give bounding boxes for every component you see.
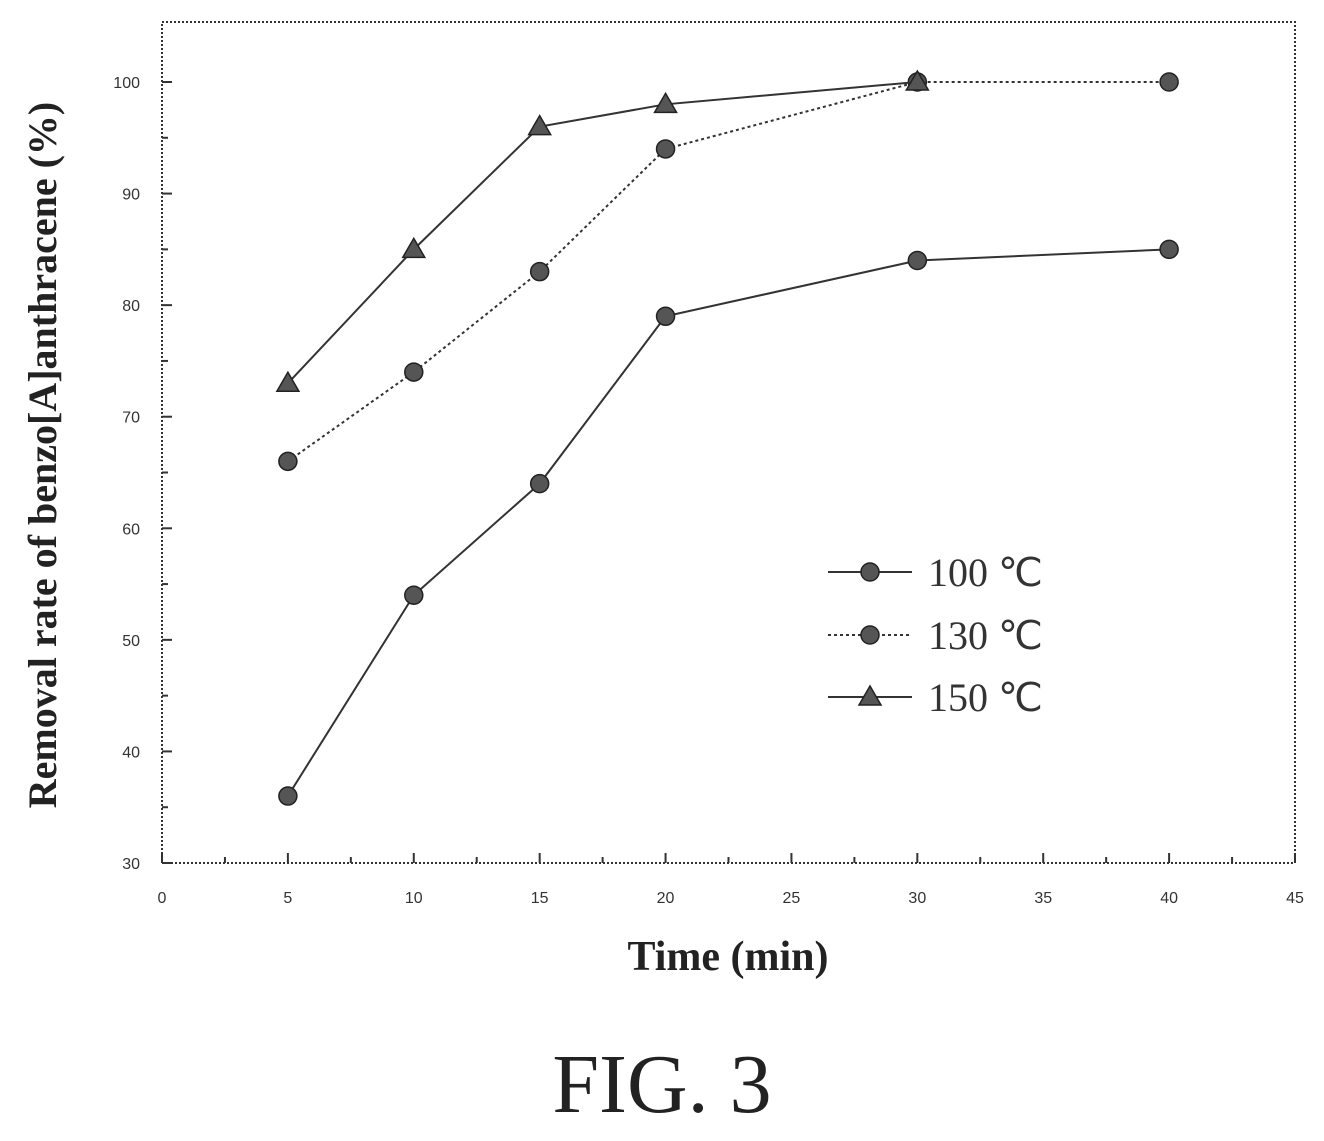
data-point: [275, 370, 301, 392]
data-point: [529, 261, 550, 282]
x-tick-label: 45: [1286, 890, 1304, 907]
x-tick-label: 40: [1160, 890, 1178, 907]
series-2: [278, 72, 1179, 472]
x-tick-label: 0: [158, 890, 167, 907]
data-point: [278, 786, 298, 806]
series-line: [287, 81, 1170, 463]
figure-caption: FIG. 3: [552, 1038, 771, 1131]
data-point: [278, 451, 298, 472]
y-axis-title: Removal rate of benzo[A]anthracene (%): [20, 102, 65, 808]
x-axis-ticks: 0 5 10 15 20 25 30 35 40 45: [158, 853, 1304, 907]
y-tick-label: 30: [122, 856, 140, 873]
y-axis-ticks: 30 40 50 60 70 80 90 100: [113, 75, 172, 873]
data-point: [907, 250, 928, 271]
y-tick-label: 40: [122, 744, 140, 761]
x-axis-title: Time (min): [627, 934, 828, 980]
data-point: [905, 69, 930, 91]
series-3: [275, 69, 930, 392]
legend-marker: [860, 625, 880, 645]
x-tick-label: 20: [657, 890, 675, 907]
series-1: [278, 239, 1179, 806]
legend-label: 130 ℃: [928, 613, 1043, 658]
y-tick-label: 50: [122, 633, 140, 650]
legend-label: 150 ℃: [928, 675, 1043, 720]
data-point: [1159, 72, 1179, 92]
legend-marker: [857, 684, 883, 706]
legend-marker: [860, 562, 880, 582]
data-point: [404, 585, 424, 605]
data-point: [527, 114, 552, 136]
data-point: [401, 236, 427, 259]
legend: 100 ℃ 130 ℃ 150 ℃: [828, 550, 1043, 720]
x-tick-label: 30: [908, 890, 926, 907]
x-tick-label: 25: [783, 890, 801, 907]
series-layer: [275, 69, 1179, 806]
series-line: [287, 248, 1170, 797]
data-point: [1159, 239, 1179, 260]
y-tick-label: 70: [122, 410, 140, 427]
data-point: [655, 306, 676, 327]
data-point: [529, 473, 550, 494]
y-tick-label: 100: [113, 75, 140, 92]
x-tick-label: 35: [1034, 890, 1052, 907]
x-tick-label: 10: [405, 890, 423, 907]
y-tick-label: 60: [122, 521, 140, 538]
y-tick-label: 80: [122, 298, 140, 315]
data-point: [655, 139, 676, 159]
plot-frame: [161, 21, 1296, 864]
x-tick-label: 5: [283, 890, 292, 907]
x-tick-label: 15: [531, 890, 549, 907]
data-point: [404, 362, 424, 382]
series-line: [287, 81, 918, 384]
legend-label: 100 ℃: [928, 550, 1043, 595]
y-tick-label: 90: [122, 187, 140, 204]
data-point: [653, 91, 678, 114]
